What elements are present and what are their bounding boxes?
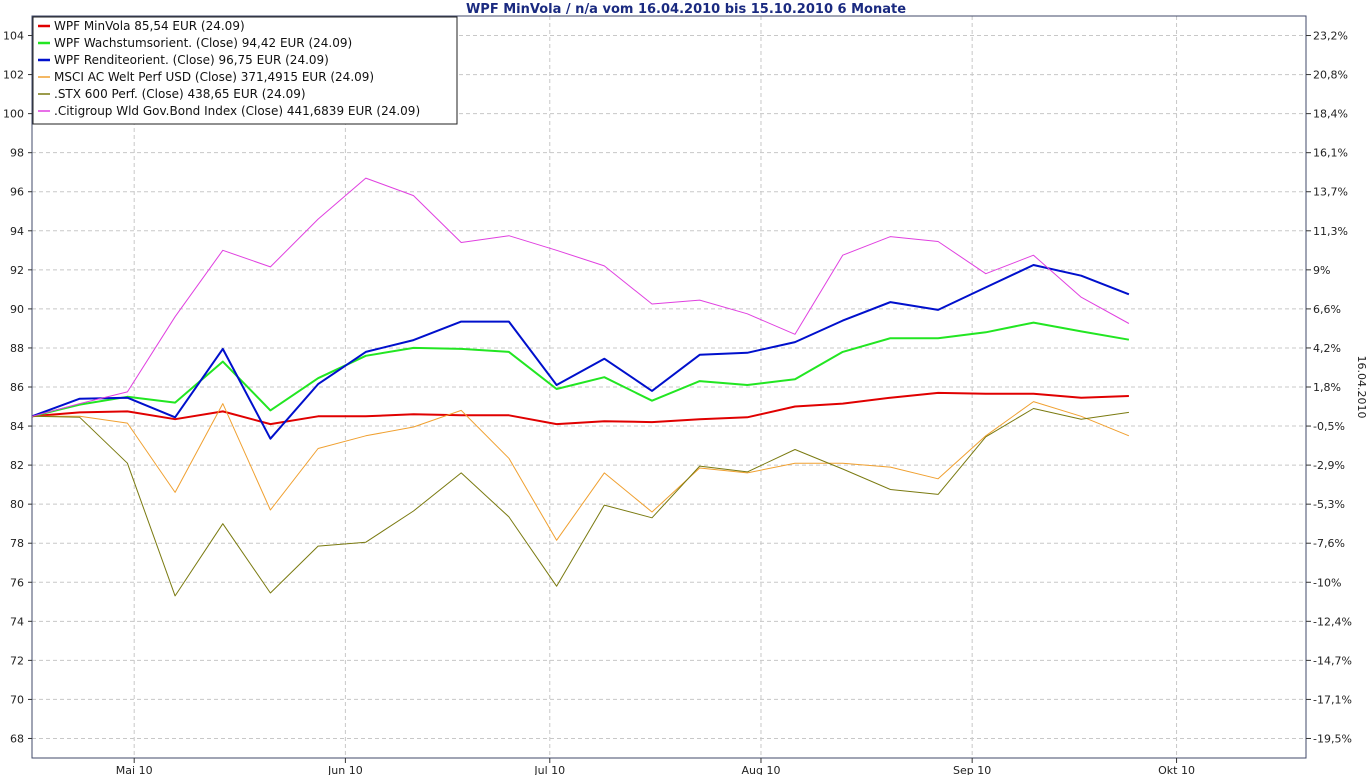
x-tick-label: Sep 10 [953, 764, 991, 775]
y-right-tick-label: 6,6% [1313, 303, 1341, 316]
y-right-tick-label: 23,2% [1313, 30, 1348, 43]
y-left-tick-label: 100 [3, 108, 24, 121]
series-line-2 [31, 321, 1130, 418]
y-left-tick-label: 86 [10, 381, 24, 394]
y-left-tick-label: 78 [10, 537, 24, 550]
y-right-tick-label: 11,3% [1313, 225, 1348, 238]
y-left-tick-label: 102 [3, 69, 24, 82]
y-left-tick-label: 84 [10, 420, 24, 433]
y-left-tick-label: 88 [10, 342, 24, 355]
y-left-tick-label: 76 [10, 576, 24, 589]
y-right-tick-label: -2,9% [1313, 459, 1345, 472]
y-left-tick-label: 90 [10, 303, 24, 316]
x-tick-label: Jul 10 [533, 764, 565, 775]
y-right-tick-label: 20,8% [1313, 69, 1348, 82]
legend-entry-label: WPF Wachstumsorient. (Close) 94,42 EUR (… [54, 36, 352, 50]
series-line-4 [32, 401, 1130, 541]
y-left-tick-label: 82 [10, 459, 24, 472]
y-right-tick-label: -7,6% [1313, 537, 1345, 550]
y-right-tick-label: -19,5% [1313, 732, 1352, 745]
y-right-tick-label: 16,1% [1313, 147, 1348, 160]
y-left-tick-label: 72 [10, 654, 24, 667]
y-left-tick-label: 96 [10, 186, 24, 199]
y-left-tick-label: 94 [10, 225, 24, 238]
y-right-tick-label: -17,1% [1313, 693, 1352, 706]
legend-entry-label: .STX 600 Perf. (Close) 438,65 EUR (24.09… [54, 87, 306, 101]
y-right-tick-label: -12,4% [1313, 615, 1352, 628]
axes-layer: 68 70 72 74 76 78 80 82 84 86 88 90 92 94 96 98 100 102 10… [3, 15, 1368, 777]
y-left-tick-label: 70 [10, 693, 24, 706]
legend-entry-label: MSCI AC Welt Perf USD (Close) 371,4915 E… [54, 70, 374, 84]
y-left-tick-label: 104 [3, 30, 24, 43]
y-right-tick-label: 9% [1313, 264, 1330, 277]
y-left-tick-label: 80 [10, 498, 24, 511]
legend-entry-label: WPF Renditeorient. (Close) 96,75 EUR (24… [54, 53, 329, 67]
y-right-tick-label: -14,7% [1313, 654, 1352, 667]
y-right-tick-label: 4,2% [1313, 342, 1341, 355]
x-tick-label: Aug 10 [741, 764, 780, 775]
series-line-6 [31, 177, 1130, 417]
y-left-tick-label: 74 [10, 615, 24, 628]
legend: WPF MinVola 85,54 EUR (24.09) WPF Wachstu… [32, 16, 458, 125]
legend-box [32, 16, 458, 125]
series-layer [31, 177, 1130, 597]
y-right-tick-label: -0,5% [1313, 420, 1345, 433]
y-right-tick-label: 18,4% [1313, 108, 1348, 121]
y-left-tick-label: 68 [10, 732, 24, 745]
y-left-tick-label: 98 [10, 147, 24, 160]
y-right-tick-label: -5,3% [1313, 498, 1345, 511]
x-tick-label: Okt 10 [1158, 764, 1195, 775]
legend-entry-label: .Citigroup Wld Gov.Bond Index (Close) 44… [54, 104, 420, 118]
series-line-5 [31, 408, 1129, 597]
x-tick-label: Jun 10 [327, 764, 363, 775]
series-line-3 [31, 264, 1130, 440]
chart-title: WPF MinVola / n/a vom 16.04.2010 bis 15.… [466, 2, 906, 17]
x-tick-label: Mai 10 [116, 764, 153, 775]
y-right-tick-label: 1,8% [1313, 381, 1341, 394]
y-right-tick-label: 13,7% [1313, 186, 1348, 199]
y-right-axis-label: 16.04.2010 [1355, 356, 1368, 419]
legend-entry-label: WPF MinVola 85,54 EUR (24.09) [54, 19, 245, 33]
y-right-tick-label: -10% [1313, 576, 1341, 589]
y-left-tick-label: 92 [10, 264, 24, 277]
series-line-1 [31, 391, 1129, 426]
